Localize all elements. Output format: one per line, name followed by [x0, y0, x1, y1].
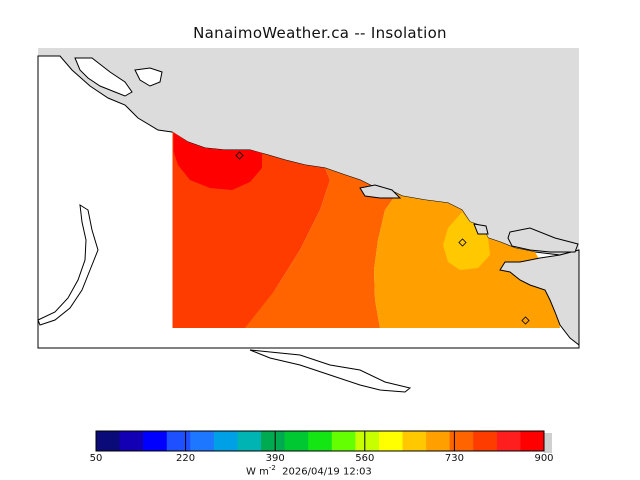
colorbar-footer: W m-2 2026/04/19 12:03 [246, 464, 372, 477]
colorbar-swatch [213, 431, 238, 451]
colorbar-tick-label: 220 [176, 453, 196, 464]
field-band-orange [245, 168, 395, 328]
units-exponent: -2 [268, 464, 276, 472]
units-label: W m [246, 466, 269, 478]
colorbar [95, 430, 552, 453]
colorbar-tick-label: 50 [89, 453, 103, 464]
colorbar-tick-label: 900 [534, 453, 554, 464]
colorbar-swatch [119, 431, 144, 451]
colorbar-swatch [355, 431, 380, 451]
colorbar-swatch [378, 431, 404, 451]
station-markers [235, 151, 530, 325]
colorbar-swatch [284, 431, 309, 451]
strait-island-3 [507, 227, 579, 253]
station-marker [521, 316, 530, 325]
insolation-field [173, 132, 560, 328]
colorbar-tick-label: 730 [444, 453, 464, 464]
colorbar-shadow [544, 433, 552, 453]
colorbar-swatch [143, 431, 168, 451]
colorbar-swatch [496, 431, 521, 451]
colorbar-swatch [166, 431, 191, 451]
colorbar-swatch [96, 431, 121, 451]
colorbar-tick-label: 560 [355, 453, 375, 464]
colorbar-swatch [237, 431, 262, 451]
colorbar-swatch [520, 431, 545, 451]
coastlines [37, 57, 580, 393]
strait-island-2 [473, 223, 489, 235]
colorbar-swatch [426, 431, 451, 451]
timestamp: 2026/04/19 12:03 [282, 466, 372, 478]
colorbar-swatch [331, 431, 356, 451]
colorbar-swatch [308, 431, 333, 451]
colorbar-swatch [449, 431, 474, 451]
upper-island-2 [134, 67, 163, 87]
strait-island-1 [359, 184, 402, 199]
colorbar-swatch [402, 431, 427, 451]
colorbar-tick-label: 390 [265, 453, 285, 464]
lower-island [249, 349, 412, 393]
station-marker [235, 151, 244, 160]
colorbar-swatch [261, 431, 286, 451]
colorbar-swatch [473, 431, 498, 451]
mainland-coast [499, 249, 580, 347]
left-island [37, 204, 99, 326]
colorbar-swatch [190, 431, 215, 451]
upper-island-1 [74, 57, 133, 97]
map-title: NanaimoWeather.ca -- Insolation [193, 24, 447, 42]
field-band-max-red [173, 132, 262, 190]
station-marker [458, 238, 467, 247]
